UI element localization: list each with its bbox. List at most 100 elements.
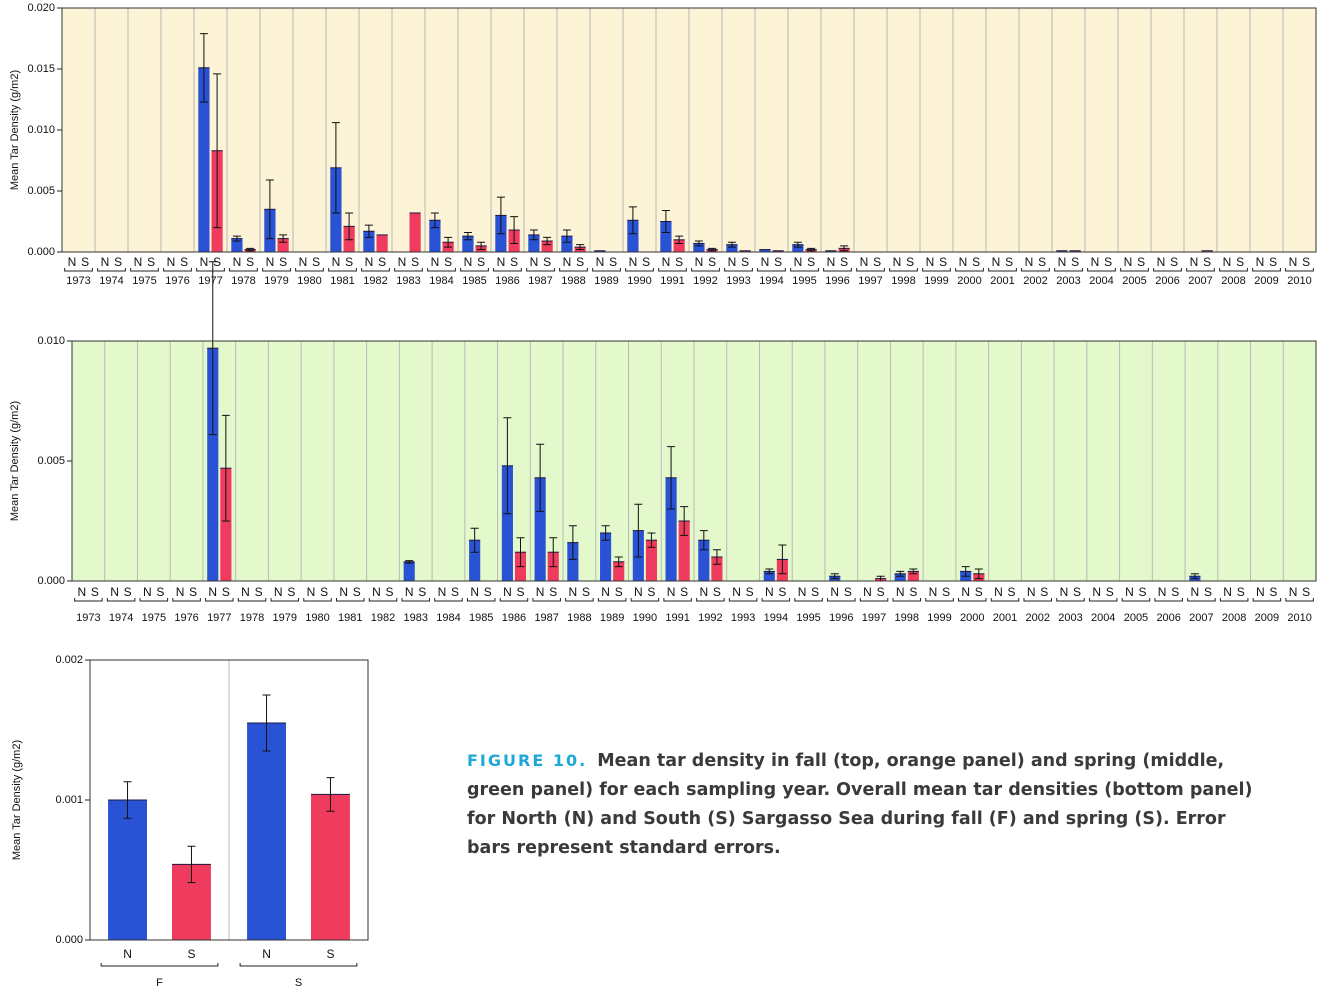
error-bar	[634, 503, 643, 558]
series-label: N	[398, 255, 407, 269]
category-bracket	[889, 268, 918, 272]
error-bar	[536, 443, 545, 512]
error-bar	[1190, 573, 1199, 580]
category-bracket	[328, 268, 357, 272]
bar	[739, 250, 751, 252]
x-tick-label: 1989	[600, 612, 624, 624]
series-label: N	[798, 585, 807, 599]
x-tick-label: 2005	[1124, 612, 1148, 624]
error-bar	[262, 694, 271, 752]
series-label: S	[1203, 255, 1211, 269]
category-bracket	[205, 598, 234, 602]
category-bracket	[466, 598, 496, 602]
series-label: N	[1025, 255, 1034, 269]
series-label: S	[326, 947, 334, 961]
series-label: S	[975, 585, 983, 599]
bar	[645, 540, 658, 581]
bar	[825, 250, 837, 252]
error-bar	[601, 525, 610, 541]
category-bracket	[955, 268, 984, 272]
category-bracket	[658, 268, 687, 272]
error-bar	[667, 446, 676, 510]
x-tick-label: 2000	[960, 612, 984, 624]
bar	[894, 573, 906, 581]
category-bracket	[196, 268, 225, 272]
bar	[501, 465, 513, 581]
series-label: S	[1106, 585, 1114, 599]
category-bracket	[106, 598, 136, 602]
x-tick-label: 1980	[297, 275, 321, 287]
y-tick-label: 0.000	[55, 934, 83, 946]
category-bracket	[1088, 598, 1118, 602]
series-label: S	[418, 585, 426, 599]
error-bar	[221, 414, 230, 522]
series-label: N	[601, 585, 610, 599]
x-tick-label: 1985	[469, 612, 493, 624]
error-bar	[430, 212, 439, 229]
series-label: S	[1237, 585, 1245, 599]
x-tick-label: 2006	[1155, 275, 1179, 287]
x-tick-label: F	[156, 977, 163, 989]
series-label: N	[143, 585, 152, 599]
category-bracket	[1121, 598, 1151, 602]
x-tick-label: 1996	[829, 612, 853, 624]
series-label: S	[1171, 585, 1179, 599]
category-bracket	[1187, 598, 1216, 602]
series-label: S	[189, 585, 197, 599]
bar	[1056, 250, 1068, 252]
series-label: N	[959, 255, 968, 269]
series-label: N	[365, 255, 374, 269]
x-tick-label: 1978	[231, 275, 255, 287]
series-label: N	[1191, 585, 1200, 599]
series-label: N	[961, 585, 970, 599]
x-tick-label: 1982	[363, 275, 387, 287]
bar	[376, 234, 388, 252]
error-bar	[405, 560, 414, 564]
error-bar	[199, 33, 208, 103]
bar	[534, 477, 546, 581]
x-tick-label: 1992	[698, 612, 722, 624]
category-bracket	[361, 268, 390, 272]
series-label: S	[549, 585, 557, 599]
x-tick-label: 2000	[957, 275, 981, 287]
x-tick-label: 1978	[240, 612, 264, 624]
category-bracket	[988, 268, 1017, 272]
bar	[726, 244, 738, 252]
series-label: N	[695, 255, 704, 269]
error-bar	[840, 245, 849, 252]
series-label: N	[1092, 585, 1101, 599]
x-tick-label: 1987	[534, 612, 558, 624]
category-bracket	[559, 268, 588, 272]
series-label: S	[877, 585, 885, 599]
error-bar	[232, 235, 241, 242]
x-tick-label: 2008	[1222, 612, 1246, 624]
category-bracket	[394, 268, 423, 272]
x-tick-label: 1973	[66, 275, 90, 287]
category-bracket	[427, 268, 456, 272]
x-tick-label: 1986	[502, 612, 526, 624]
series-label: S	[222, 585, 230, 599]
series-label: S	[642, 255, 650, 269]
x-tick-label: 1987	[528, 275, 552, 287]
series-label: N	[101, 255, 110, 269]
series-label: S	[1302, 255, 1310, 269]
category-bracket	[1252, 598, 1282, 602]
error-bar	[568, 525, 577, 560]
x-tick-label: 2002	[1023, 275, 1047, 287]
series-label: S	[1038, 255, 1046, 269]
y-tick-label: 0.020	[27, 2, 55, 14]
category-bracket	[761, 598, 791, 602]
x-tick-label: 1974	[99, 275, 123, 287]
error-bar	[727, 241, 736, 248]
y-tick-label: 0.010	[27, 124, 55, 136]
series-label: S	[484, 585, 492, 599]
series-label: S	[609, 255, 617, 269]
x-tick-label: 1993	[726, 275, 750, 287]
bar	[665, 477, 677, 581]
category-bracket	[990, 598, 1020, 602]
bar	[673, 239, 685, 252]
series-label: N	[176, 585, 185, 599]
category-bracket	[1153, 268, 1182, 272]
series-label: N	[699, 585, 708, 599]
y-tick-label: 0.001	[55, 794, 83, 806]
